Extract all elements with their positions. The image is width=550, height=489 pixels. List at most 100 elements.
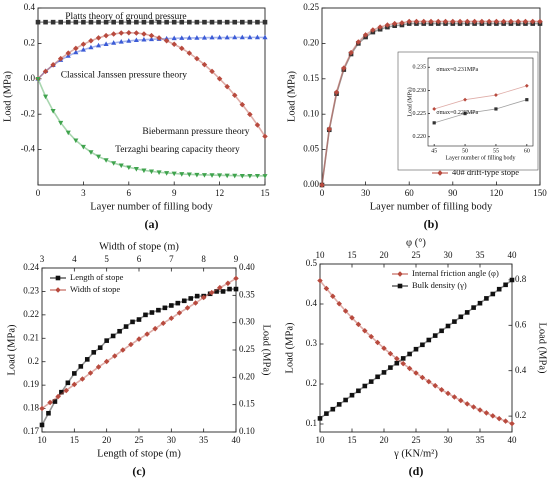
data-point <box>375 374 380 380</box>
panel-label: (b) <box>424 217 439 231</box>
data-point <box>483 410 490 416</box>
data-point <box>39 422 45 428</box>
data-point <box>87 370 94 376</box>
data-point <box>484 296 489 301</box>
data-point <box>426 337 432 343</box>
panel-label: (a) <box>145 217 159 231</box>
y2-tick-label: 0.20 <box>239 371 255 381</box>
data-point <box>148 36 155 42</box>
data-point <box>463 97 467 102</box>
data-point <box>141 31 147 37</box>
data-point <box>57 55 64 62</box>
x-tick-label: 15 <box>261 188 271 198</box>
data-point <box>464 401 470 407</box>
data-point <box>80 41 87 48</box>
x-tick-label: 120 <box>490 188 504 198</box>
data-point <box>209 19 215 25</box>
data-point <box>524 83 529 88</box>
data-point <box>224 173 230 179</box>
data-point <box>493 18 500 25</box>
legend-marker <box>55 275 61 281</box>
data-point <box>413 370 419 376</box>
data-point <box>400 360 406 367</box>
data-point <box>209 68 215 75</box>
x-tick-label: 9 <box>172 188 177 198</box>
data-point <box>217 19 222 25</box>
x2-axis-label: Width of stope (m) <box>99 241 179 252</box>
data-point <box>168 315 175 322</box>
data-point <box>231 92 238 99</box>
x2-tick-label: 8 <box>201 254 206 264</box>
data-point <box>65 19 71 25</box>
data-point <box>432 107 437 111</box>
data-point <box>445 323 451 329</box>
data-point <box>377 24 383 30</box>
y-tick-label: 0.4 <box>24 2 36 12</box>
x-tick-label: 30 <box>167 435 177 445</box>
y2-axis-label: Load (MPa) <box>261 324 272 376</box>
x-axis-label: Layer number of filling body <box>370 201 493 212</box>
data-point <box>43 94 49 100</box>
annotation: Classical Janssen pressure theory <box>61 70 188 80</box>
x-tick-label: 6 <box>127 188 132 198</box>
data-point <box>156 170 162 176</box>
data-point <box>486 18 492 25</box>
data-point <box>179 45 185 52</box>
data-point <box>457 18 463 25</box>
y-tick-label: 0.1 <box>306 418 317 428</box>
legend-marker <box>437 170 443 176</box>
data-point <box>65 130 71 136</box>
y-tick-label: 0.17 <box>23 426 39 436</box>
data-point <box>110 31 117 37</box>
x-tick-label: 35 <box>476 435 486 445</box>
y-tick-label: 0.05 <box>303 144 319 154</box>
y2-tick-label: 0.6 <box>515 319 527 329</box>
data-point <box>130 319 135 325</box>
data-point <box>50 19 56 25</box>
data-point <box>509 277 515 283</box>
data-point <box>209 173 215 178</box>
data-point <box>239 173 245 179</box>
data-point <box>255 19 260 25</box>
x-tick-label: 25 <box>135 435 145 445</box>
y-tick-label: 0.21 <box>23 332 39 342</box>
data-point <box>181 298 187 304</box>
data-point <box>179 19 185 25</box>
data-point <box>368 333 374 340</box>
data-point <box>247 19 253 25</box>
x-tick-label: 10 <box>38 435 48 445</box>
data-point <box>134 19 139 25</box>
y2-tick-label: 0.2 <box>515 410 526 420</box>
x-tick-label: 50 <box>462 148 468 154</box>
data-point <box>208 289 215 296</box>
data-point <box>496 415 502 422</box>
legend-label: 40# drift-type stope <box>452 167 519 177</box>
data-point <box>35 19 41 25</box>
data-point <box>317 416 323 421</box>
data-point <box>184 305 191 311</box>
data-point <box>224 34 230 40</box>
data-point <box>458 397 464 404</box>
data-point <box>47 399 53 406</box>
data-point <box>88 19 94 25</box>
data-point <box>254 173 260 179</box>
data-point <box>233 275 239 282</box>
y-tick-label: 0.230 <box>413 88 427 94</box>
data-point <box>52 399 58 404</box>
data-point <box>452 319 457 324</box>
data-point <box>117 328 122 334</box>
data-point <box>148 169 155 175</box>
data-point <box>133 37 139 43</box>
data-point <box>110 333 116 339</box>
data-point <box>445 390 451 397</box>
data-point <box>39 405 45 412</box>
data-point <box>194 19 200 25</box>
y-axis-label: Load (MPa) <box>406 87 413 116</box>
data-point <box>43 19 48 25</box>
annotation: Platts theory of ground pressure <box>65 11 186 22</box>
data-point <box>162 305 168 311</box>
data-point <box>164 19 169 25</box>
data-point <box>471 18 478 25</box>
x-tick-label: 15 <box>70 435 80 445</box>
data-point <box>103 32 109 39</box>
